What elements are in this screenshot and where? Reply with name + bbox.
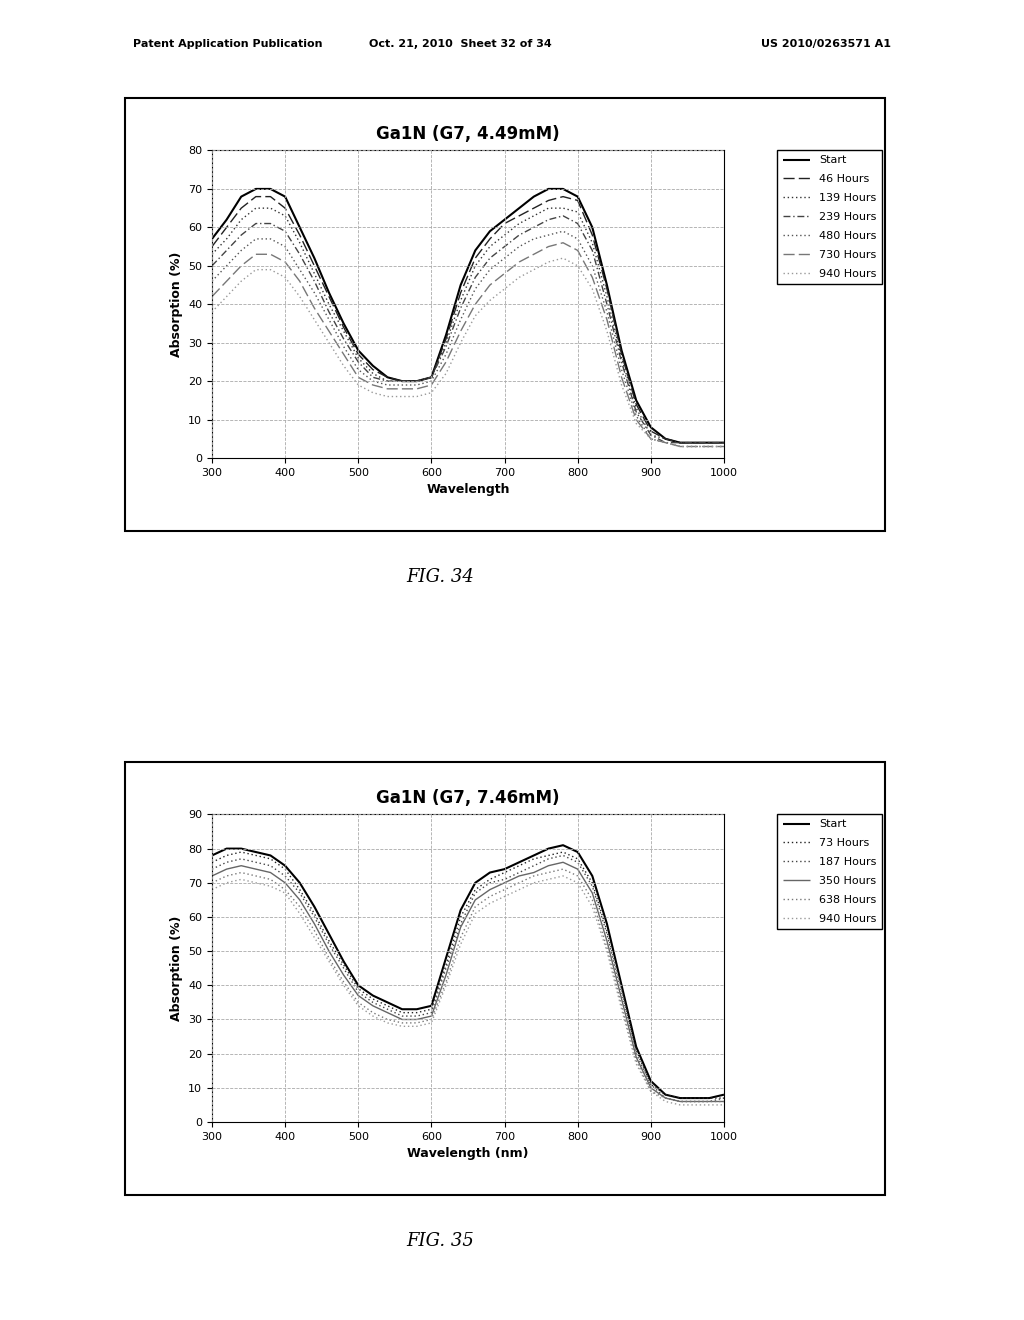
Text: Oct. 21, 2010  Sheet 32 of 34: Oct. 21, 2010 Sheet 32 of 34 <box>370 38 552 49</box>
X-axis label: Wavelength: Wavelength <box>426 483 510 496</box>
Y-axis label: Absorption (%): Absorption (%) <box>170 916 182 1020</box>
Y-axis label: Absorption (%): Absorption (%) <box>170 252 182 356</box>
Text: US 2010/0263571 A1: US 2010/0263571 A1 <box>761 38 891 49</box>
Legend: Start, 46 Hours, 139 Hours, 239 Hours, 480 Hours, 730 Hours, 940 Hours: Start, 46 Hours, 139 Hours, 239 Hours, 4… <box>777 150 883 284</box>
X-axis label: Wavelength (nm): Wavelength (nm) <box>408 1147 528 1160</box>
Title: Ga1N (G7, 7.46mM): Ga1N (G7, 7.46mM) <box>376 789 560 808</box>
Legend: Start, 73 Hours, 187 Hours, 350 Hours, 638 Hours, 940 Hours: Start, 73 Hours, 187 Hours, 350 Hours, 6… <box>777 814 883 929</box>
Text: FIG. 34: FIG. 34 <box>407 568 474 586</box>
Text: Patent Application Publication: Patent Application Publication <box>133 38 323 49</box>
Title: Ga1N (G7, 4.49mM): Ga1N (G7, 4.49mM) <box>376 125 560 144</box>
Text: FIG. 35: FIG. 35 <box>407 1232 474 1250</box>
